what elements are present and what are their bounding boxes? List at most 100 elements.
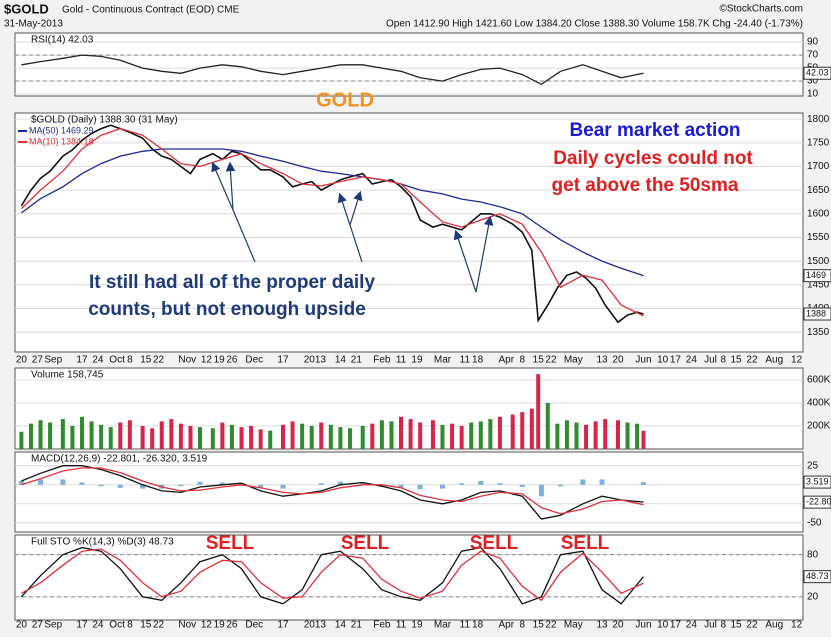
x-tick-label: 15: [533, 355, 545, 366]
volume-bar: [19, 431, 24, 449]
volume-bar: [220, 422, 225, 449]
arrow: [349, 190, 363, 226]
x-tick-label: 11: [460, 620, 471, 631]
volume-bar: [615, 420, 620, 449]
arrow: [461, 249, 477, 293]
x-tick-label: 24: [686, 620, 698, 631]
x-tick-label: 2013: [304, 355, 327, 366]
series-line: [20, 127, 644, 317]
volume-bar: [79, 416, 84, 449]
volume-bar: [28, 423, 33, 449]
x-tick-label: 21: [351, 355, 363, 366]
volume-bar: [239, 427, 244, 449]
x-tick-label: 10: [657, 620, 669, 631]
x-tick-label: 8: [519, 355, 525, 366]
arrow: [453, 229, 463, 251]
histogram-bar: [258, 484, 264, 488]
x-tick-label: Feb: [373, 355, 391, 366]
y-tick-label: 1650: [807, 185, 830, 196]
volume-bar: [520, 412, 525, 449]
annotation: Daily cycles could not: [553, 148, 753, 169]
x-tick-label: 2013: [304, 620, 327, 631]
y-tick-label: 1700: [807, 161, 830, 172]
y-tick-label: 1800: [807, 114, 830, 125]
y-tick-label: 1450: [807, 279, 830, 290]
x-tick-label: 12: [201, 355, 213, 366]
end-label: 48.73: [806, 571, 829, 581]
x-tick-label: 20: [16, 620, 28, 631]
x-tick-label: Jul: [704, 355, 717, 366]
panel-title: MACD(12,26,9) -22.801, -26.320, 3.519: [31, 454, 208, 465]
histogram-bar: [219, 482, 225, 485]
y-tick-label: 1600: [807, 208, 830, 219]
volume-bar: [603, 419, 608, 449]
volume-bar: [408, 419, 413, 449]
histogram-bar: [60, 479, 66, 485]
end-label-box: [803, 66, 831, 80]
y-tick-label: 30: [807, 76, 819, 87]
histogram-bar: [117, 484, 123, 488]
x-tick-label: Dec: [245, 620, 263, 631]
panel: [14, 32, 804, 97]
y-tick-label: 80: [807, 549, 819, 560]
x-tick-label: 27: [32, 620, 44, 631]
volume-bar: [635, 423, 640, 449]
x-tick-label: 21: [351, 620, 363, 631]
x-tick-label: 22: [153, 355, 165, 366]
x-tick-label: 19: [411, 620, 423, 631]
volume-bar: [258, 429, 263, 449]
panel-title: RSI(14) 42.03: [31, 35, 94, 46]
volume-bar: [389, 421, 394, 449]
y-tick-label: 1350: [807, 327, 830, 338]
x-tick-label: 18: [472, 620, 484, 631]
x-tick-label: 8: [127, 355, 133, 366]
x-tick-label: May: [564, 620, 583, 631]
end-label-box: [803, 269, 831, 283]
volume-bar: [418, 422, 423, 449]
end-label-box: [803, 475, 831, 489]
volume-bar: [584, 424, 589, 449]
y-tick-label: 70: [807, 50, 819, 61]
x-tick-label: Oct: [109, 620, 125, 631]
annotation: SELL: [561, 533, 610, 554]
volume-bar: [510, 414, 515, 449]
volume-bar: [430, 420, 435, 449]
arrow: [232, 209, 256, 263]
histogram-bar: [580, 479, 586, 485]
arrow: [211, 161, 234, 211]
x-tick-label: 8: [127, 620, 133, 631]
x-tick-label: Mar: [434, 355, 452, 366]
x-tick-label: Aug: [765, 620, 783, 631]
x-tick-label: 17: [670, 355, 682, 366]
x-tick-label: Sep: [44, 620, 62, 631]
volume-bar: [469, 422, 474, 449]
volume-bar: [210, 428, 215, 449]
arrow: [225, 161, 236, 211]
volume-bar: [529, 408, 534, 449]
y-tick-label: 10: [807, 89, 819, 100]
x-tick-label: Apr: [499, 355, 515, 366]
y-tick-label: 20: [807, 591, 819, 602]
volume-bar: [399, 416, 404, 449]
x-tick-label: Sep: [44, 355, 62, 366]
legend-entry: MA(10) 1384.18: [29, 136, 94, 146]
annotation: GOLD: [316, 89, 374, 111]
volume-bar: [593, 421, 598, 449]
volume-bar: [319, 422, 324, 449]
volume-bar: [478, 421, 483, 449]
volume-bar: [360, 425, 365, 449]
y-tick-label: 200K: [807, 421, 831, 432]
volume-bar: [178, 423, 183, 449]
symbol: $GOLD: [4, 1, 49, 16]
x-tick-label: May: [564, 355, 583, 366]
x-tick-label: 11: [460, 355, 471, 366]
volume-bar: [229, 424, 234, 449]
volume-bar: [127, 420, 132, 449]
y-tick-label: 400K: [807, 398, 831, 409]
date: 31-May-2013: [4, 19, 63, 30]
x-tick-label: 19: [411, 355, 423, 366]
histogram-bar: [360, 482, 366, 485]
histogram-bar: [558, 484, 564, 487]
x-tick-label: 18: [472, 355, 484, 366]
